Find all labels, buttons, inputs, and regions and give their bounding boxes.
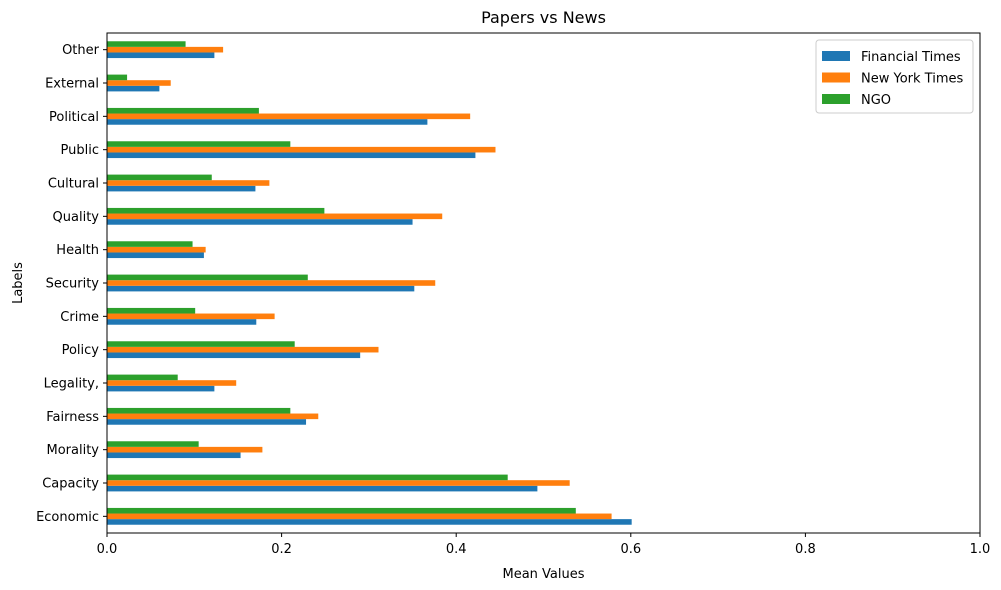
x-tick-label: 1.0 [970,542,991,557]
x-tick-label: 0.4 [446,542,467,557]
y-tick-label: Cultural [48,177,99,192]
legend-label: Financial Times [861,50,961,65]
bar-financial-times-fairness [107,419,307,425]
y-axis-title: Labels [11,262,26,304]
bar-ngo-political [107,107,259,114]
bar-ngo-policy [107,341,295,347]
bar-financial-times-morality [107,452,241,459]
y-tick-label: Security [46,277,100,292]
legend-box [815,39,974,114]
y-tick-label: Health [56,243,99,258]
bar-new-york-times-capacity [107,480,570,486]
legend-label: New York Times [861,72,963,87]
bar-ngo-external [107,74,128,81]
bar-financial-times-external [107,85,160,92]
bar-new-york-times-legality [107,380,237,386]
y-tick-label: Capacity [42,477,99,492]
bar-new-york-times-security [107,280,436,286]
bar-new-york-times-crime [107,313,275,320]
bars-layer [107,41,632,525]
bar-ngo-other [107,41,186,47]
bar-ngo-cultural [107,174,212,181]
bar-financial-times-legality [107,385,215,392]
bar-financial-times-capacity [107,485,538,492]
x-tick-label: 0.2 [271,542,292,557]
chart-title: Papers vs News [481,8,606,27]
y-tick-label: Economic [36,510,99,525]
bar-ngo-fairness [107,407,291,414]
y-tick-label: Fairness [46,410,99,425]
bar-new-york-times-quality [107,213,443,220]
ticks-layer: Economic Capacity Morality Fairness Legality… [36,43,990,557]
bar-ngo-crime [107,307,196,314]
bar-new-york-times-cultural [107,180,270,186]
bar-financial-times-crime [107,319,257,325]
bar-ngo-capacity [107,474,508,481]
bar-financial-times-other [107,52,215,59]
bar-ngo-morality [107,441,199,447]
bar-ngo-legality [107,374,178,381]
legend: Financial Times New York Times NGO [815,39,974,114]
bar-new-york-times-morality [107,446,263,453]
y-tick-label: Other [62,43,100,58]
bar-financial-times-health [107,252,204,259]
bar-new-york-times-health [107,246,206,253]
bar-financial-times-economic [107,519,632,525]
bar-financial-times-public [107,152,476,159]
x-axis-title: Mean Values [502,567,584,582]
y-tick-label: Legality, [44,377,99,392]
bar-new-york-times-public [107,146,496,153]
bar-financial-times-quality [107,219,413,225]
bar-new-york-times-economic [107,513,612,520]
legend-swatch [822,94,850,104]
bar-ngo-health [107,241,193,247]
bar-new-york-times-policy [107,346,379,353]
y-tick-label: Political [49,110,99,125]
bar-financial-times-security [107,285,415,292]
bar-financial-times-cultural [107,185,256,192]
bar-ngo-public [107,141,291,147]
bar-new-york-times-external [107,80,171,86]
bar-new-york-times-fairness [107,413,319,420]
y-tick-label: Quality [53,210,100,225]
x-tick-label: 0.6 [620,542,641,557]
bar-new-york-times-other [107,46,224,53]
y-tick-label: Crime [60,310,99,325]
bar-financial-times-political [107,119,428,125]
y-tick-label: Policy [62,343,100,358]
bar-new-york-times-political [107,113,471,120]
plot-frame [106,32,981,534]
legend-swatch [822,51,850,61]
legend-label: NGO [861,93,891,108]
y-tick-label: Public [61,143,99,158]
bar-ngo-security [107,274,308,281]
legend-swatch [822,72,850,83]
y-tick-label: Morality [47,443,100,458]
bar-ngo-quality [107,207,325,214]
x-tick-label: 0.0 [97,542,118,557]
y-tick-label: External [45,77,99,92]
bar-financial-times-policy [107,352,361,359]
bar-ngo-economic [107,507,576,514]
x-tick-label: 0.8 [795,542,816,557]
